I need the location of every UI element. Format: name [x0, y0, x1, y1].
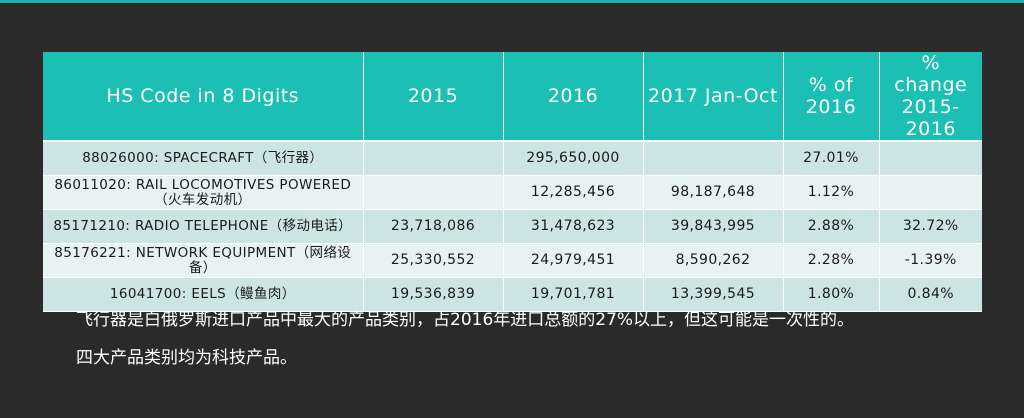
- header-hs-code: HS Code in 8 Digits: [43, 52, 364, 142]
- cell-2017: [643, 141, 784, 176]
- cell-2016: 295,650,000: [503, 141, 644, 176]
- cell-share: 2.88%: [783, 209, 880, 244]
- table-header-row: HS Code in 8 Digits 2015 2016 2017 Jan-O…: [43, 52, 982, 142]
- cell-2015: 25,330,552: [363, 243, 504, 278]
- cell-2015: [363, 175, 504, 210]
- header-2015: 2015: [363, 52, 504, 142]
- cell-2016: 24,979,451: [503, 243, 644, 278]
- cell-2016: 12,285,456: [503, 175, 644, 210]
- table-row: 85176221: NETWORK EQUIPMENT（网络设备） 25,330…: [43, 243, 982, 278]
- cell-change: [879, 141, 982, 176]
- top-accent-rule: [0, 0, 1024, 3]
- cell-hs-code: 85171210: RADIO TELEPHONE（移动电话）: [43, 209, 364, 244]
- table-row: 86011020: RAIL LOCOMOTIVES POWERED（火车发动机…: [43, 175, 982, 210]
- header-share: % of 2016: [783, 52, 880, 142]
- cell-change: [879, 175, 982, 210]
- table-row: 16041700: EELS（鳗鱼肉） 19,536,839 19,701,78…: [43, 277, 982, 312]
- import-table-container: HS Code in 8 Digits 2015 2016 2017 Jan-O…: [43, 52, 982, 312]
- caption-line-2: 四大产品类别均为科技产品。: [76, 348, 297, 368]
- header-2017: 2017 Jan-Oct: [643, 52, 784, 142]
- caption-line-1: 飞行器是白俄罗斯进口产品中最大的产品类别，占2016年进口总额的27%以上，但这…: [76, 310, 855, 330]
- cell-change: 32.72%: [879, 209, 982, 244]
- cell-hs-code: 86011020: RAIL LOCOMOTIVES POWERED（火车发动机…: [43, 175, 364, 210]
- cell-2017: 13,399,545: [643, 277, 784, 312]
- import-table: HS Code in 8 Digits 2015 2016 2017 Jan-O…: [43, 52, 982, 312]
- table-row: 85171210: RADIO TELEPHONE（移动电话） 23,718,0…: [43, 209, 982, 244]
- cell-change: 0.84%: [879, 277, 982, 312]
- cell-hs-code: 85176221: NETWORK EQUIPMENT（网络设备）: [43, 243, 364, 278]
- cell-2017: 39,843,995: [643, 209, 784, 244]
- cell-hs-code: 88026000: SPACECRAFT（飞行器）: [43, 141, 364, 176]
- table-row: 88026000: SPACECRAFT（飞行器） 295,650,000 27…: [43, 141, 982, 176]
- cell-change: -1.39%: [879, 243, 982, 278]
- cell-2015: [363, 141, 504, 176]
- header-change: % change 2015-2016: [879, 52, 982, 142]
- cell-share: 2.28%: [783, 243, 880, 278]
- cell-2017: 8,590,262: [643, 243, 784, 278]
- cell-share: 1.80%: [783, 277, 880, 312]
- cell-2015: 23,718,086: [363, 209, 504, 244]
- cell-share: 27.01%: [783, 141, 880, 176]
- cell-2016: 19,701,781: [503, 277, 644, 312]
- cell-2015: 19,536,839: [363, 277, 504, 312]
- cell-2017: 98,187,648: [643, 175, 784, 210]
- cell-2016: 31,478,623: [503, 209, 644, 244]
- header-2016: 2016: [503, 52, 644, 142]
- cell-hs-code: 16041700: EELS（鳗鱼肉）: [43, 277, 364, 312]
- cell-share: 1.12%: [783, 175, 880, 210]
